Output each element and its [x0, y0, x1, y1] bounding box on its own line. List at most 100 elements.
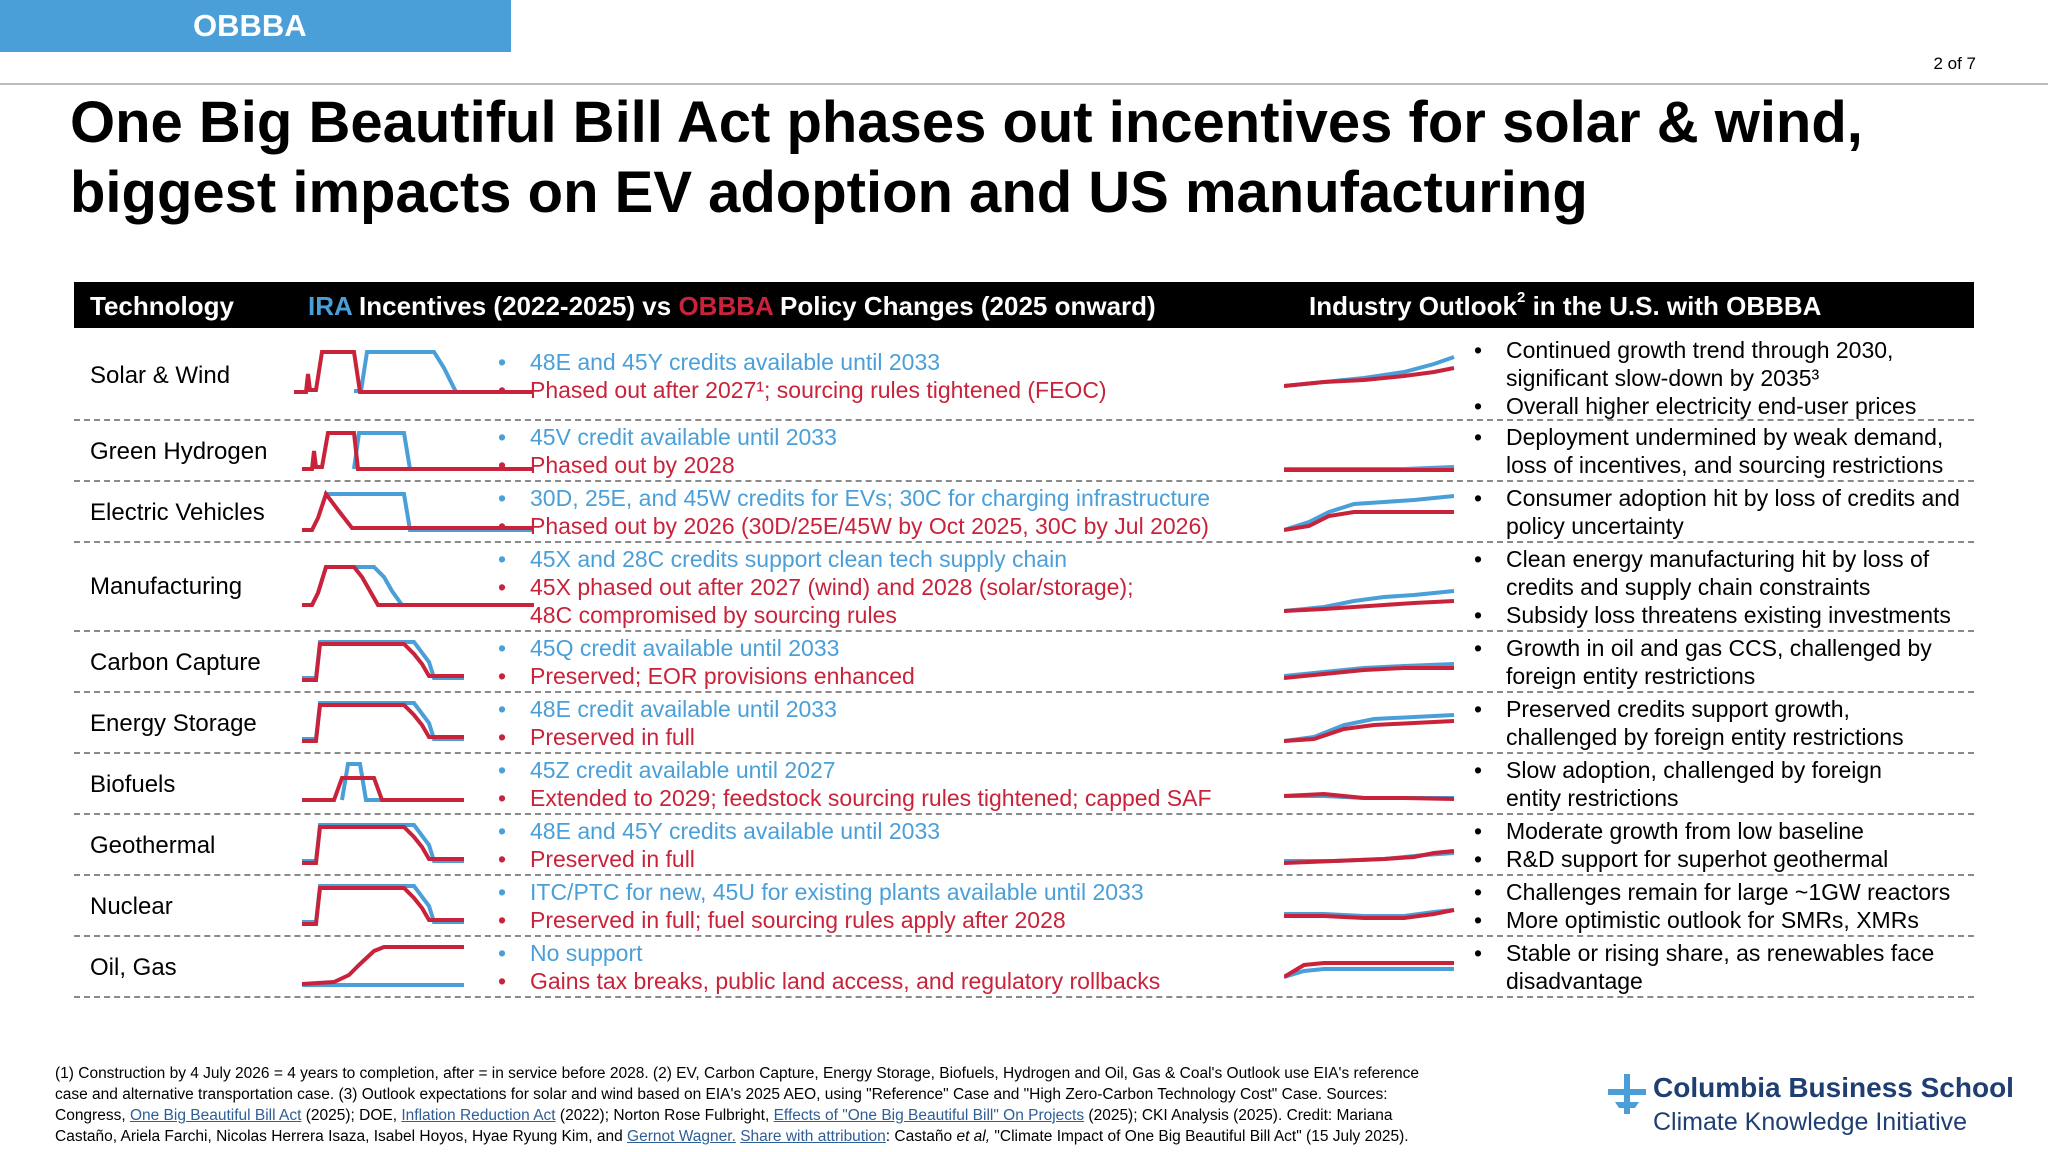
table-row-energy-storage: Energy Storage • 48E credit available unt…	[74, 693, 1974, 754]
outlook-trend-chart	[1284, 662, 1455, 680]
outlook-trend-chart	[1284, 589, 1455, 613]
outlook-cell: • Moderate growth from low baseline • R&D …	[1474, 817, 1888, 873]
policy-cell: • 48E and 45Y credits available until 203…	[498, 348, 1107, 404]
outlook-cell: • Consumer adoption hit by loss of credit…	[1474, 484, 1960, 540]
outlook-bullet-continued: entity restrictions	[1506, 785, 1679, 811]
outlook-bullet-continued: foreign entity restrictions	[1506, 663, 1756, 689]
incentive-timeline-chart	[302, 701, 464, 743]
table-header: Technology IRA Incentives (2022-2025) vs…	[74, 282, 1974, 328]
outlook-bullet-continued: challenged by foreign entity restriction…	[1506, 724, 1904, 750]
incentive-timeline-chart	[302, 823, 464, 865]
outlook-cell: • Preserved credits support growth, chall…	[1474, 695, 1904, 751]
columbia-logo: Columbia Business School Climate Knowled…	[1605, 1072, 2014, 1142]
obbba-bullet: • Preserved in full	[498, 724, 695, 750]
table-row-biofuels: Biofuels • 45Z credit available until 202…	[74, 754, 1974, 815]
outlook-cell: • Slow adoption, challenged by foreign en…	[1474, 756, 1882, 812]
policy-cell: • 48E credit available until 2033 • Preser…	[498, 695, 837, 751]
outlook-bullet-continued: policy uncertainty	[1506, 513, 1684, 539]
outlook-bullet: • R&D support for superhot geothermal	[1474, 846, 1889, 872]
link-gernot-wagner[interactable]: Gernot Wagner.	[627, 1128, 736, 1145]
header-outlook-post: in the U.S. with OBBBA	[1525, 291, 1822, 321]
ira-bullet: • 45Q credit available until 2033	[498, 635, 840, 661]
policy-cell: • 45V credit available until 2033 • Phased…	[498, 423, 837, 479]
header-divider	[0, 83, 2048, 85]
logo-line-2: Climate Knowledge Initiative	[1653, 1108, 1968, 1136]
tech-label: Biofuels	[90, 771, 176, 798]
incentive-timeline-chart	[302, 489, 534, 532]
outlook-bullet: • Slow adoption, challenged by foreign	[1474, 757, 1882, 783]
policy-cell: • 48E and 45Y credits available until 203…	[498, 817, 940, 873]
header-policy-changes: Policy Changes (2025 onward)	[772, 291, 1156, 321]
obbba-bullet: • 45X phased out after 2027 (wind) and 20…	[498, 574, 1134, 600]
logo-line-1: Columbia Business School	[1653, 1072, 2014, 1103]
header-outlook-sup: 2	[1517, 289, 1526, 306]
incentive-timeline-chart	[301, 945, 464, 987]
outlook-bullet: • Overall higher electricity end-user pri…	[1474, 393, 1917, 419]
obbba-bullet: • Phased out after 2027¹; sourcing rules …	[498, 377, 1107, 403]
table-row-electric-vehicles: Electric Vehicles • 30D, 25E, and 45W cre…	[74, 482, 1974, 543]
table-row-oil-gas: Oil, Gas • No support • Gains tax breaks, …	[74, 937, 1974, 998]
header-ira: IRA	[308, 291, 352, 321]
tech-label: Nuclear	[90, 893, 173, 920]
tech-label: Manufacturing	[90, 573, 243, 600]
ira-bullet: • 48E credit available until 2033	[498, 696, 837, 722]
ira-bullet: • 45X and 28C credits support clean tech …	[498, 546, 1067, 572]
outlook-bullet-continued: disadvantage	[1506, 968, 1643, 994]
policy-cell: • 45Z credit available until 2027 • Extend…	[498, 756, 1212, 812]
footnote-line-2: case and alternative transportation case…	[55, 1086, 1388, 1103]
link-share-with-attribution[interactable]: Share with attribution	[740, 1128, 886, 1145]
ira-bullet: • 45Z credit available until 2027	[498, 757, 836, 783]
policy-cell: • 45Q credit available until 2033 • Preser…	[498, 634, 915, 690]
incentive-timeline-chart	[302, 640, 464, 682]
tech-label: Energy Storage	[90, 710, 257, 737]
obbba-bullet-continued: 48C compromised by sourcing rules	[530, 602, 897, 628]
table-row-carbon-capture: Carbon Capture • 45Q credit available unt…	[74, 632, 1974, 693]
ira-bullet: • No support	[498, 940, 643, 966]
outlook-trend-chart	[1284, 791, 1455, 801]
obbba-bullet: • Gains tax breaks, public land access, a…	[498, 968, 1161, 994]
ira-bullet: • ITC/PTC for new, 45U for existing plant…	[498, 879, 1144, 905]
tech-label: Geothermal	[90, 832, 216, 859]
outlook-bullet-continued: credits and supply chain constraints	[1506, 574, 1871, 600]
outlook-bullet-continued: significant slow-down by 2035³	[1506, 365, 1820, 391]
obbba-bullet: • Phased out by 2026 (30D/25E/45W by Oct …	[498, 513, 1209, 539]
tech-label: Oil, Gas	[90, 954, 177, 981]
tech-label: Electric Vehicles	[90, 499, 265, 526]
link-ira[interactable]: Inflation Reduction Act	[401, 1107, 556, 1124]
outlook-trend-chart	[1284, 849, 1455, 865]
outlook-bullet-continued: loss of incentives, and sourcing restric…	[1506, 452, 1944, 478]
link-effects-on-projects[interactable]: Effects of "One Big Beautiful Bill" On P…	[773, 1107, 1085, 1124]
obbba-bullet: • Extended to 2029; feedstock sourcing ru…	[498, 785, 1212, 811]
policy-cell: • 45X and 28C credits support clean tech …	[498, 545, 1134, 629]
outlook-cell: • Stable or rising share, as renewables f…	[1474, 939, 1934, 995]
link-obbba[interactable]: One Big Beautiful Bill Act	[129, 1107, 302, 1124]
table-row-solar-wind: Solar & Wind • 48E and 45Y credits availa…	[74, 330, 1974, 421]
header-policy: IRA Incentives (2022-2025) vs OBBBA Poli…	[308, 291, 1156, 322]
tech-label: Green Hydrogen	[90, 438, 268, 465]
ira-bullet: • 30D, 25E, and 45W credits for EVs; 30C …	[498, 485, 1211, 511]
outlook-cell: • Growth in oil and gas CCS, challenged b…	[1474, 634, 1932, 690]
page-title: One Big Beautiful Bill Act phases out in…	[70, 88, 2010, 228]
tech-label: Carbon Capture	[90, 649, 261, 676]
table-row-nuclear: Nuclear • ITC/PTC for new, 45U for existi…	[74, 876, 1974, 937]
table-row-geothermal: Geothermal • 48E and 45Y credits availabl…	[74, 815, 1974, 876]
footnote-line-1: (1) Construction by 4 July 2026 = 4 year…	[55, 1065, 1420, 1082]
obbba-bullet: • Phased out by 2028	[498, 452, 735, 478]
header-outlook-text: Industry Outlook	[1309, 291, 1517, 321]
outlook-cell: • Challenges remain for large ~1GW reacto…	[1474, 878, 1950, 934]
policy-cell: • ITC/PTC for new, 45U for existing plant…	[498, 878, 1144, 934]
outlook-trend-chart	[1284, 961, 1454, 979]
ira-bullet: • 48E and 45Y credits available until 203…	[498, 349, 941, 375]
header-obbba: OBBBA	[678, 291, 773, 321]
title-line-2: biggest impacts on EV adoption and US ma…	[70, 160, 1588, 225]
outlook-trend-chart	[1284, 494, 1455, 532]
outlook-bullet: • Continued growth trend through 2030,	[1474, 337, 1894, 363]
columbia-crown-icon	[1608, 1074, 1646, 1114]
obbba-bullet: • Preserved in full; fuel sourcing rules …	[498, 907, 1066, 933]
outlook-bullet: • Challenges remain for large ~1GW reacto…	[1474, 879, 1951, 905]
outlook-bullet: • Moderate growth from low baseline	[1474, 818, 1864, 844]
table-row-manufacturing: Manufacturing • 45X and 28C credits suppo…	[74, 543, 1974, 632]
outlook-cell: • Clean energy manufacturing hit by loss …	[1474, 545, 1951, 629]
outlook-trend-chart	[1284, 908, 1455, 920]
outlook-bullet: • Deployment undermined by weak demand,	[1474, 424, 1944, 450]
